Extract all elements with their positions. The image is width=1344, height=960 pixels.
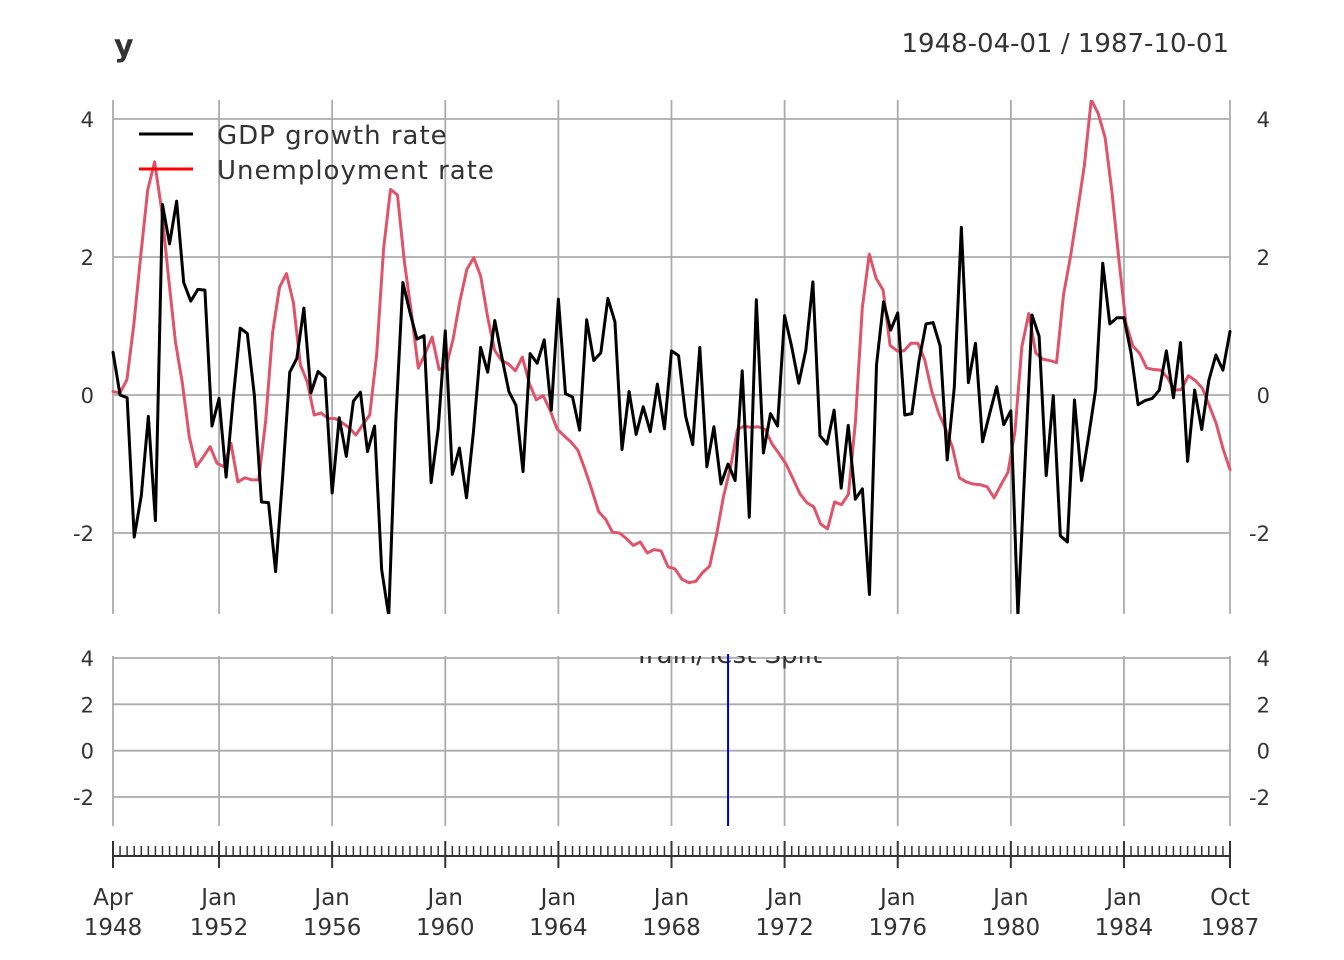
x-label-year: 1956 <box>303 915 362 941</box>
train-test-split-marker: Train/Test Split <box>633 654 822 826</box>
main-y-label-left: 2 <box>81 246 94 270</box>
x-label-month: Jan <box>652 885 689 911</box>
main-y-label-right: 2 <box>1257 246 1270 270</box>
main-y-label-right: -2 <box>1249 522 1270 546</box>
x-label-month: Jan <box>765 885 802 911</box>
legend-label-unemployment-rate: Unemployment rate <box>217 156 495 186</box>
x-label-year: 1948 <box>84 915 143 941</box>
lower-y-label-right: -2 <box>1249 786 1270 810</box>
x-label-month: Jan <box>878 885 915 911</box>
x-label-month: Oct <box>1210 885 1250 911</box>
lower-y-label-right: 2 <box>1257 693 1270 717</box>
x-label-month: Jan <box>426 885 463 911</box>
x-label-year: 1964 <box>529 915 588 941</box>
x-label-year: 1952 <box>190 915 249 941</box>
x-label-year: 1972 <box>755 915 814 941</box>
lower-y-label-right: 0 <box>1257 740 1270 764</box>
x-label-year: 1960 <box>416 915 475 941</box>
x-label-year: 1976 <box>868 915 927 941</box>
x-label-month: Jan <box>199 885 236 911</box>
main-y-label-right: 0 <box>1257 384 1270 408</box>
legend: GDP growth rate Unemployment rate <box>139 121 495 186</box>
x-label-month: Jan <box>991 885 1028 911</box>
x-label-year: 1980 <box>982 915 1041 941</box>
main-y-label-left: 0 <box>81 384 94 408</box>
x-label-month: Jan <box>312 885 349 911</box>
lower-y-label-left: 0 <box>81 740 94 764</box>
lower-y-label-left: 4 <box>81 647 94 671</box>
main-panel-y-axis-labels: -2 -2 0 0 2 2 4 4 <box>73 108 1270 546</box>
lower-panel-y-axis-labels: -2 -2 0 0 2 2 4 4 <box>73 647 1270 810</box>
main-y-label-right: 4 <box>1257 108 1270 132</box>
series-line-unemployment-rate <box>111 100 1232 585</box>
main-y-label-left: -2 <box>73 522 94 546</box>
series-line-gdp-growth-rate <box>111 199 1232 614</box>
series-lines <box>111 100 1232 614</box>
x-axis-labels: Apr 1948 Jan 1952 Jan 1956 Jan 1960 Jan 1964 Jan 19… <box>84 885 1260 941</box>
chart-title: y <box>114 29 134 64</box>
x-label-year: 1987 <box>1201 915 1260 941</box>
x-label-month: Jan <box>539 885 576 911</box>
x-label-month: Jan <box>1104 885 1141 911</box>
lower-y-label-left: 2 <box>81 693 94 717</box>
x-axis-ticks <box>112 841 1231 868</box>
x-label-year: 1984 <box>1095 915 1154 941</box>
date-range: 1948-04-01 / 1987-10-01 <box>902 29 1230 59</box>
main-y-label-left: 4 <box>81 108 94 132</box>
x-label-year: 1968 <box>642 915 701 941</box>
legend-label-gdp-growth-rate: GDP growth rate <box>217 121 448 151</box>
lower-y-label-right: 4 <box>1257 647 1270 671</box>
lower-panel-grid <box>112 656 1231 826</box>
lower-y-label-left: -2 <box>73 786 94 810</box>
x-label-month: Apr <box>93 885 133 911</box>
